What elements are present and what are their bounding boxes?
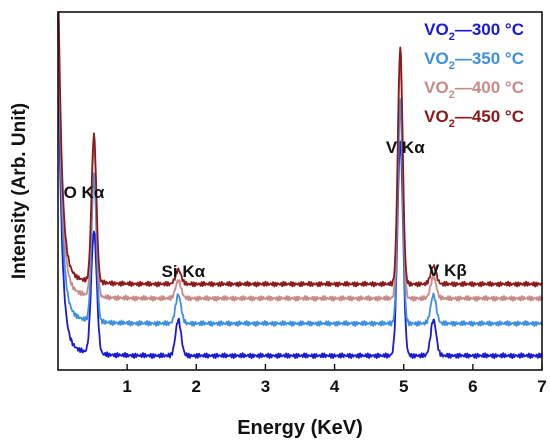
legend-entry-4: VO2—450 °C <box>424 107 524 130</box>
x-tick-label: 1 <box>122 377 131 396</box>
x-tick-label: 4 <box>330 377 340 396</box>
x-tick-label: 2 <box>192 377 201 396</box>
x-tick-label: 6 <box>468 377 477 396</box>
x-tick-label: 3 <box>261 377 270 396</box>
peak-labels: O Kα Si Kα V Kα V Kβ <box>64 138 467 281</box>
series-line-4 <box>57 11 543 288</box>
peak-label-o-1: O Kα <box>64 183 105 202</box>
plot-frame <box>57 11 543 371</box>
legend-entry-2: VO2—350 °C <box>424 49 524 72</box>
legend-entry-1: VO2—300 °C <box>424 20 524 43</box>
legend-entry-3: VO2—400 °C <box>424 78 524 101</box>
x-axis-label: Energy (KeV) <box>237 417 363 439</box>
x-tick-label: 7 <box>537 377 546 396</box>
legend: VO2—300 °C VO2—350 °C VO2—400 °C VO2—450 °C <box>424 20 524 130</box>
x-tick-label: 5 <box>399 377 408 396</box>
series-line-1 <box>57 15 543 360</box>
spectra-layer <box>57 11 543 360</box>
x-axis-ticks: 1 2 3 4 5 6 7 <box>122 364 547 396</box>
peak-label-v-3: V Kα <box>386 138 425 157</box>
y-axis-label: Intensity (Arb. Unit) <box>9 103 30 279</box>
peak-label-v-4: V Kβ <box>428 261 467 280</box>
peak-label-si-2: Si Kα <box>162 262 206 281</box>
series-line-3 <box>57 11 543 302</box>
series-line-2 <box>57 11 543 327</box>
